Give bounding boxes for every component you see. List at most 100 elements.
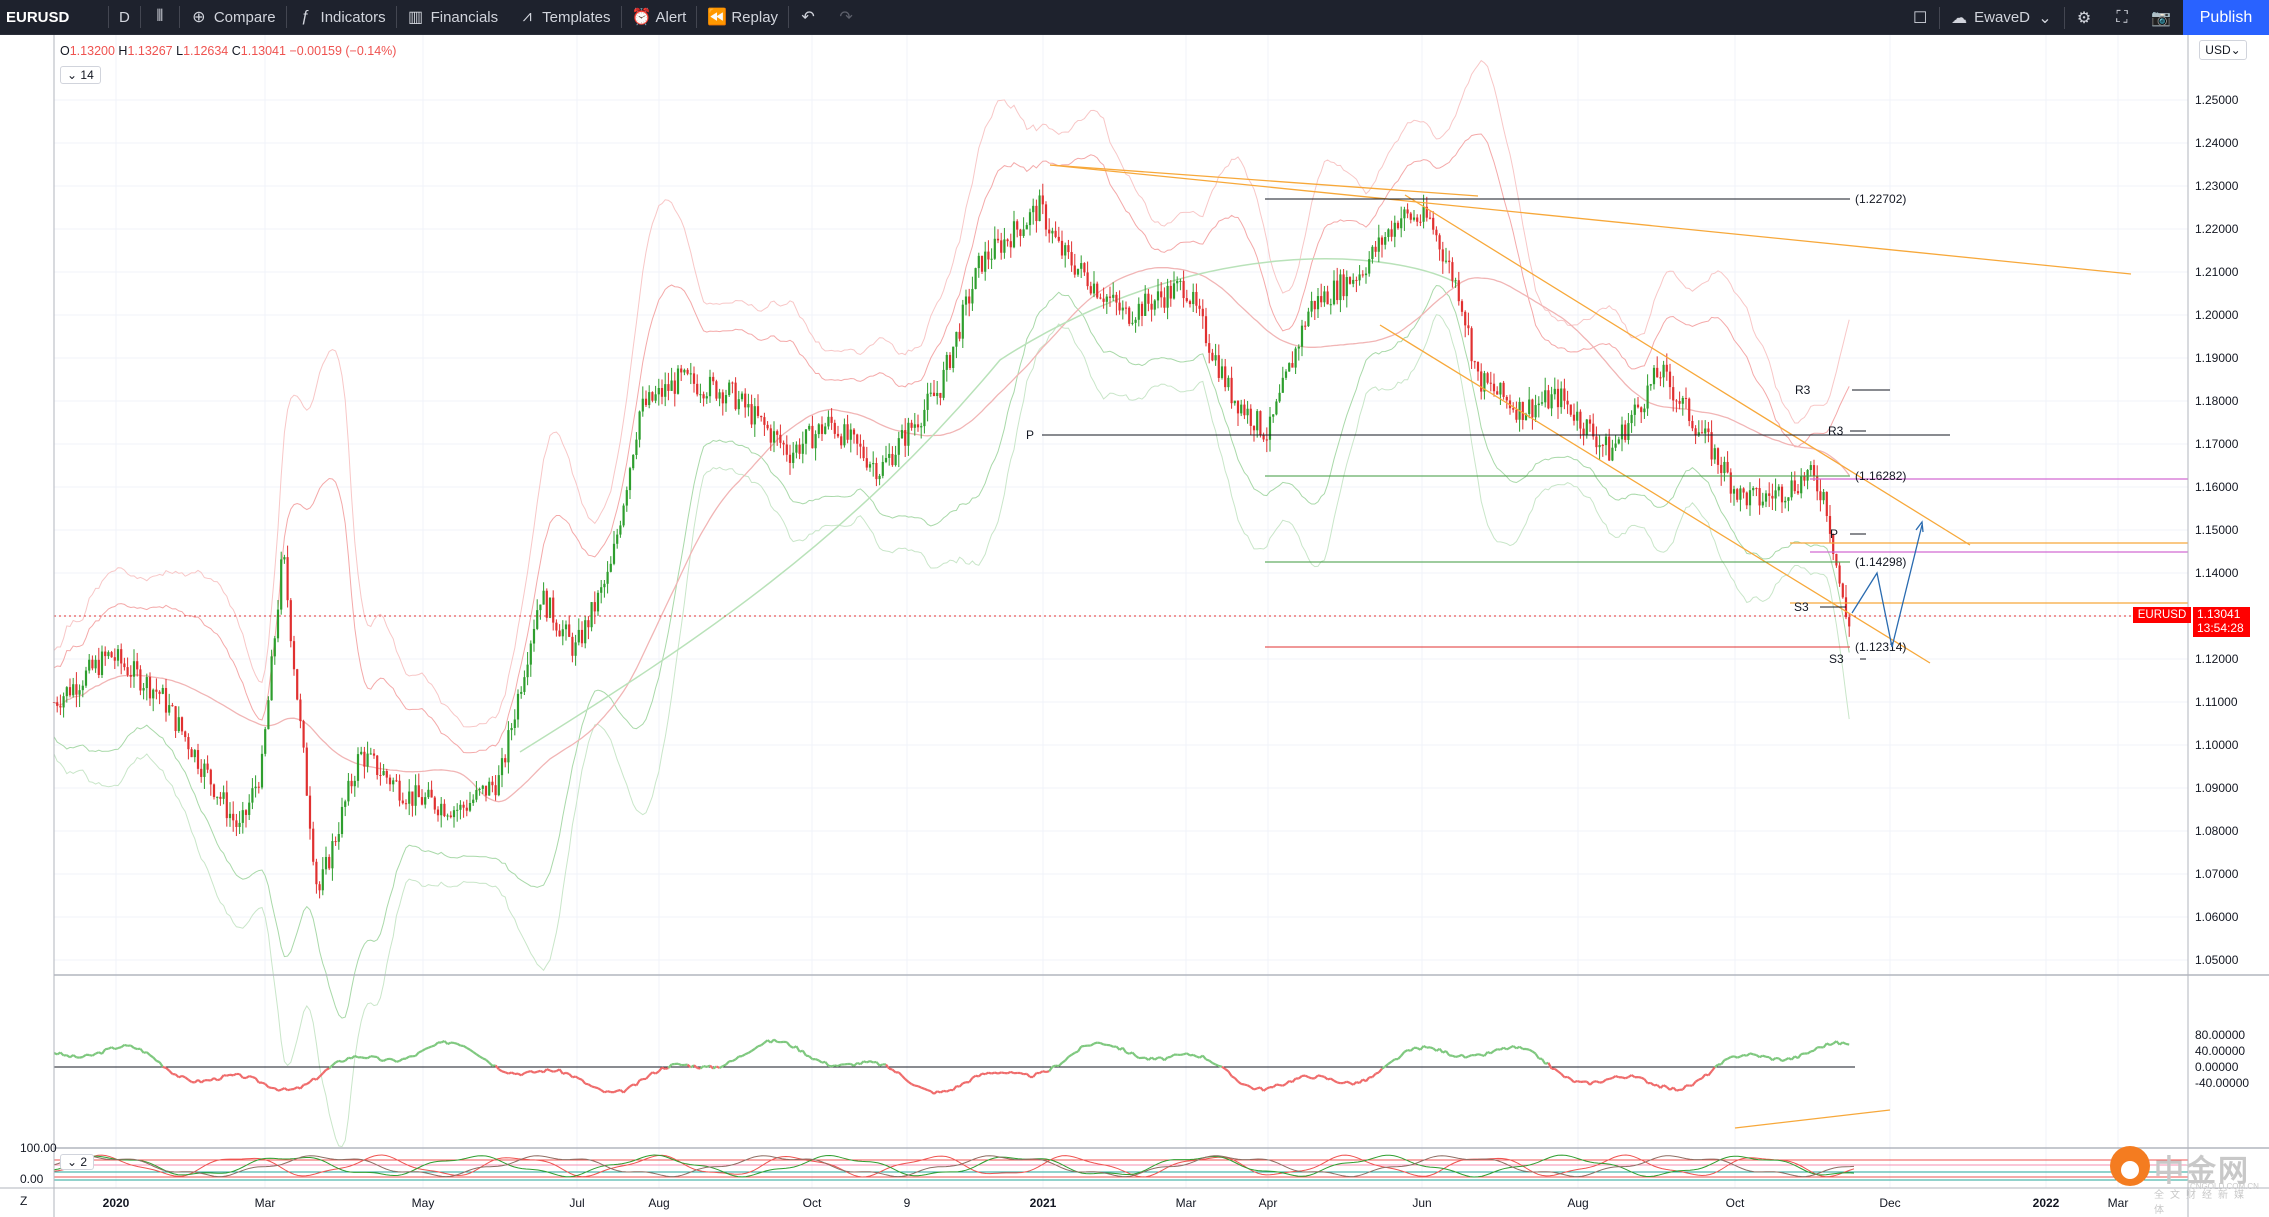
- oscillator-segment: [1714, 1063, 1719, 1069]
- oscillator-segment: [1541, 1058, 1547, 1065]
- oscillator-segment: [1438, 1048, 1444, 1054]
- alert-button[interactable]: ⏰ Alert: [622, 0, 697, 35]
- candle-body: [1803, 476, 1806, 481]
- candle-body: [472, 799, 475, 803]
- oscillator-segment: [818, 1059, 823, 1064]
- oscillator-segment: [392, 1058, 397, 1063]
- chart-drawings[interactable]: (1.22702) (1.16282) (1.14298) (1.12314) P R3 R…: [54, 164, 2188, 666]
- oscillator-segment: [968, 1077, 974, 1083]
- oscillator-segment: [56, 1051, 61, 1056]
- candle-body: [811, 425, 814, 449]
- candle-body: [72, 684, 75, 696]
- oscillator-segment: [219, 1074, 225, 1081]
- toolbar-divider: [108, 6, 109, 28]
- fullscreen-toggle-button[interactable]: ☐: [1901, 0, 1939, 35]
- candle-body: [1294, 348, 1297, 368]
- pivot-label: P: [1830, 527, 1838, 541]
- currency-selector[interactable]: USD ⌄: [2199, 40, 2247, 60]
- chart-canvas[interactable]: (1.22702) (1.16282) (1.14298) (1.12314) P R3 R…: [0, 35, 2269, 1217]
- oscillator-segment: [859, 1060, 865, 1066]
- oscillator-segment: [494, 1064, 500, 1070]
- oscillator-segment: [699, 1065, 705, 1070]
- candle-body: [456, 809, 459, 811]
- candle-body: [1057, 236, 1060, 241]
- candle-body: [996, 238, 1000, 241]
- oscillator-segment: [866, 1060, 871, 1064]
- candle-body: [948, 354, 952, 368]
- watermark-logo: 中金网 全文财经新媒体 CNGOLD.COM.CN: [2110, 1142, 2260, 1216]
- oscillator-segment: [584, 1082, 589, 1086]
- oscillator-segment: [943, 1089, 948, 1093]
- candle-body: [113, 657, 116, 661]
- candle-body: [1665, 364, 1668, 372]
- symbol-search-button[interactable]: EURUSD: [0, 0, 108, 35]
- candle-body: [536, 610, 539, 629]
- indicators-button[interactable]: ƒ Indicators: [287, 0, 396, 35]
- candle-body: [932, 392, 936, 397]
- layout-menu-button[interactable]: ☁ EwaveD ⌄: [1940, 0, 2064, 35]
- settings-button[interactable]: ⚙: [2065, 0, 2103, 35]
- oscillator2-collapse-button[interactable]: ⌄ 2: [60, 1154, 95, 1170]
- candle-body: [1816, 475, 1819, 492]
- oscillator-segment: [1221, 1065, 1226, 1070]
- oscillator-segment: [1077, 1045, 1083, 1053]
- replay-button[interactable]: ⏪ Replay: [697, 0, 788, 35]
- candle-body: [1515, 409, 1518, 420]
- candle-body: [481, 785, 484, 789]
- candle-body: [596, 592, 600, 612]
- candle-body: [1768, 493, 1771, 496]
- oscillator-segment: [715, 1065, 721, 1069]
- oscillator-segment: [1515, 1045, 1521, 1050]
- oscillator-segment: [1224, 1068, 1230, 1073]
- publish-button[interactable]: Publish: [2183, 0, 2269, 35]
- redo-button[interactable]: ↷: [827, 0, 865, 35]
- oscillator-segment: [1749, 1052, 1754, 1056]
- candle-body: [1003, 239, 1006, 253]
- oscillator-segment: [1755, 1054, 1761, 1059]
- candle-body: [977, 255, 980, 269]
- indicators-label: Indicators: [320, 8, 386, 26]
- oscillator-segment: [354, 1054, 359, 1059]
- osc2-tick-label: 0.00: [20, 1172, 44, 1186]
- oscillator-segment: [280, 1087, 285, 1091]
- oscillator-segment: [1797, 1053, 1803, 1059]
- candle-body: [564, 624, 568, 630]
- candle-body: [129, 675, 132, 677]
- candle-body: [1131, 322, 1134, 324]
- candle-body: [1195, 291, 1198, 306]
- oscillator-segment: [1739, 1053, 1745, 1058]
- pivot-label: R3: [1795, 383, 1811, 397]
- oscillator-segment: [360, 1056, 365, 1060]
- compare-button[interactable]: ⊕ Compare: [180, 0, 286, 35]
- oscillator-segment: [1323, 1076, 1329, 1081]
- oscillator-segment: [155, 1059, 161, 1064]
- oscillator-segment: [66, 1054, 71, 1059]
- candle-body: [440, 803, 443, 816]
- candle-body: [769, 428, 772, 443]
- zoom-button[interactable]: Z: [20, 1194, 27, 1208]
- templates-button[interactable]: ⩘ Templates: [508, 0, 620, 35]
- oscillator-segment: [734, 1055, 740, 1061]
- layout-label: EwaveD: [1974, 9, 2030, 26]
- oscillator-segment: [754, 1045, 759, 1050]
- oscillator-segment: [757, 1044, 762, 1048]
- candle-body: [1569, 404, 1572, 415]
- fullscreen-button[interactable]: ⛶: [2103, 0, 2141, 35]
- oscillator-segment: [667, 1063, 673, 1069]
- candle-body: [1752, 488, 1755, 491]
- time-tick-label: Oct: [1726, 1196, 1745, 1210]
- candle-body: [1444, 260, 1448, 262]
- pivot-label: R3: [1828, 424, 1844, 438]
- oscillator-segment: [216, 1078, 221, 1082]
- financials-button[interactable]: ▥ Financials: [397, 0, 509, 35]
- candle-body: [558, 630, 561, 637]
- snapshot-button[interactable]: 📷: [2141, 0, 2179, 35]
- oscillator-segment: [1343, 1080, 1348, 1085]
- candle-body: [721, 392, 724, 404]
- undo-button[interactable]: ↶: [789, 0, 827, 35]
- oscillator-segment: [463, 1045, 468, 1049]
- indicator-collapse-button[interactable]: ⌄ 14: [60, 66, 101, 84]
- interval-button[interactable]: D: [109, 0, 140, 35]
- candle-body: [1140, 303, 1144, 316]
- chart-type-button[interactable]: ⫴: [141, 0, 179, 35]
